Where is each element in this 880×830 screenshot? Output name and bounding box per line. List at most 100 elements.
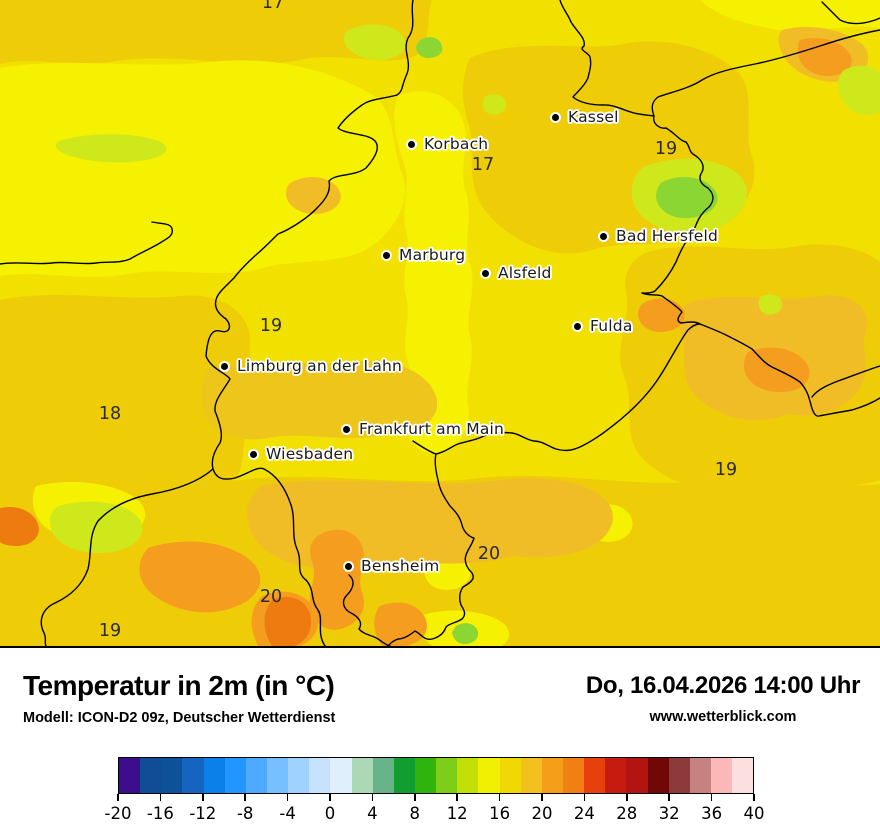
legend-tick-label: 32 [658,804,680,823]
legend-color-cell [584,758,606,793]
city-dot [219,360,230,372]
city-label: Wiesbaden [266,445,354,463]
legend-tick [117,794,119,801]
city-label: Bensheim [361,557,440,575]
legend-tick [710,794,713,801]
legend-color-cell [710,758,733,793]
legend-color-cell [605,758,627,793]
temperature-legend: -20 -16 -12 -8 -4 0 4 8 12 16 20 24 28 32 36 40 [105,757,765,823]
legend-tick-label: -4 [279,804,296,823]
legend-color-cell [647,758,669,793]
temperature-value: 18 [98,404,122,424]
temperature-value: 19 [259,316,283,336]
legend-color-cell [245,758,267,793]
city-label: Fulda [590,317,633,335]
city-marker-alsfeld: Alsfeld [480,264,552,282]
temperature-value: 19 [654,139,678,159]
legend-color-cell [140,758,162,793]
city-marker-fulda: Fulda [572,317,633,335]
city-marker-korbach: Korbach [406,135,488,153]
legend-color-cell [224,758,246,793]
legend-color-cell [414,758,437,793]
city-dot [248,448,259,460]
temperature-map: Kassel Korbach Bad Hersfeld Marburg Alsfeld F… [0,0,880,648]
city-label: Alsfeld [498,264,552,282]
city-marker-limburg-an-der-lahn: Limburg an der Lahn [219,357,402,375]
legend-tick-label: -20 [104,804,132,823]
legend-tick-label: 28 [616,804,638,823]
legend-color-cell [732,758,754,793]
legend-tick [202,794,204,801]
legend-color-cell [668,758,690,793]
temperature-field [0,0,880,646]
legend-color-cell [457,758,479,793]
map-footer: Temperatur in 2m (in °C) Modell: ICON-D2… [0,648,880,830]
legend-tick-label: 0 [324,804,336,823]
legend-color-cell [372,758,394,793]
city-marker-bensheim: Bensheim [343,557,439,575]
legend-color-cell [562,758,585,793]
legend-tick-label: 4 [367,804,378,823]
legend-color-cell [309,758,331,793]
footer-right-block: Do, 16.04.2026 14:00 Uhr www.wetterblick… [563,672,880,725]
map-labels-layer: Kassel Korbach Bad Hersfeld Marburg Alsfeld F… [98,0,737,641]
legend-tick [371,794,374,801]
legend-tick [753,794,755,801]
legend-color-cell [161,758,183,793]
city-dot [343,560,354,572]
city-dot [572,320,583,332]
legend-tick [498,794,501,801]
city-dot [598,230,609,242]
city-marker-frankfurt-am-main: Frankfurt am Main [341,420,504,438]
website-url: www.wetterblick.com [649,709,797,725]
city-label: Limburg an der Lahn [237,357,403,375]
city-marker-wiesbaden: Wiesbaden [248,445,353,463]
legend-color-cell [203,758,225,793]
legend-color-cell [288,758,310,793]
legend-color-cell [393,758,415,793]
legend-tick [286,794,289,801]
map-graphic [0,0,880,646]
legend-tick-label: -8 [236,804,254,823]
city-label: Korbach [424,135,489,153]
legend-color-cell [330,758,352,793]
temperature-value: 20 [259,587,283,607]
legend-color-cell [689,758,711,793]
city-dot [406,138,417,150]
legend-color-cell [478,758,500,793]
temperature-value: 19 [98,621,122,641]
legend-color-cell [119,758,141,793]
city-marker-bad-hersfeld: Bad Hersfeld [598,227,718,245]
legend-tick-label: 16 [489,804,511,823]
legend-tick [329,794,331,801]
legend-tick [626,794,628,801]
legend-colorbar [118,757,754,794]
legend-tick-label: 36 [701,804,723,823]
legend-tick [583,794,586,801]
temperature-value: 20 [477,544,501,564]
legend-color-cell [520,758,542,793]
state-borders [0,0,880,646]
city-dot [381,249,392,261]
legend-tick-label: 20 [531,804,553,823]
legend-tick-label: 8 [409,804,421,823]
temperature-value: 17 [471,155,495,175]
city-label: Frankfurt am Main [359,420,505,438]
legend-color-cell [541,758,563,793]
legend-tick-label: -16 [146,804,174,823]
legend-color-cell [436,758,458,793]
legend-tick-label: 12 [446,804,468,823]
legend-tick-label: 24 [573,804,595,823]
legend-color-cell [266,758,289,793]
city-label: Bad Hersfeld [616,227,719,245]
city-dot [480,267,491,279]
legend-color-cell [499,758,521,793]
temperature-value: 17 [261,0,285,13]
legend-tick [159,794,162,801]
model-info: Modell: ICON-D2 09z, Deutscher Wetterdie… [23,710,336,726]
legend-tick [244,794,246,801]
legend-color-cell [351,758,373,793]
legend-color-cell [626,758,648,793]
city-label: Marburg [399,246,466,264]
